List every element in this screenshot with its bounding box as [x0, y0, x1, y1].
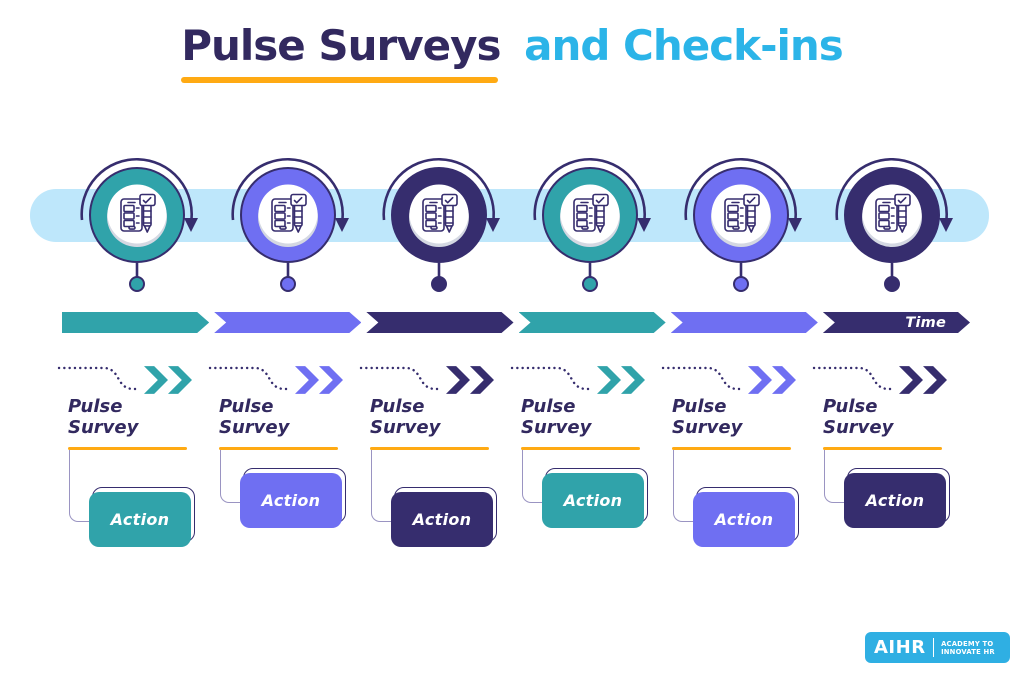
- mobile-survey-icon: [379, 153, 503, 295]
- aihr-logo: AIHR ACADEMY TO INNOVATE HR: [865, 632, 1010, 663]
- pulse-survey-label: Pulse Survey: [370, 396, 441, 438]
- dotted-arrow-icon: [208, 366, 343, 394]
- timeline-node-3: [379, 153, 503, 295]
- accent-underline: [219, 447, 338, 450]
- pulse-column-4: Pulse Survey Action: [510, 360, 666, 570]
- action-label: Action: [563, 491, 623, 510]
- connector-bracket: [824, 450, 847, 503]
- pulse-column-6: Pulse Survey Action: [812, 360, 968, 570]
- timeline-node-5: [681, 153, 805, 295]
- connector-bracket: [220, 450, 243, 503]
- action-label: Action: [110, 510, 170, 529]
- dotted-arrow-icon: [359, 366, 494, 394]
- timeline-node-4: [530, 153, 654, 295]
- title-secondary: and Check-ins: [524, 21, 844, 70]
- time-arrow-bar: Time: [62, 312, 970, 333]
- pulse-survey-label: Pulse Survey: [68, 396, 139, 438]
- pulse-survey-label: Pulse Survey: [219, 396, 290, 438]
- bar-segment-4: [519, 312, 666, 333]
- page-title: Pulse Surveys and Check-ins: [0, 22, 1024, 70]
- dotted-arrow-icon: [812, 366, 947, 394]
- bar-segment-1: [62, 312, 209, 333]
- pulse-column-2: Pulse Survey Action: [208, 360, 364, 570]
- mobile-survey-icon: [77, 153, 201, 295]
- accent-underline: [521, 447, 640, 450]
- action-button: Action: [240, 468, 346, 528]
- action-label: Action: [865, 491, 925, 510]
- pulse-survey-label: Pulse Survey: [521, 396, 592, 438]
- action-button: Action: [693, 487, 799, 547]
- dotted-arrow-icon: [510, 366, 645, 394]
- pulse-column-3: Pulse Survey Action: [359, 360, 515, 570]
- action-label: Action: [714, 510, 774, 529]
- tagline-line-2: INNOVATE HR: [941, 647, 995, 656]
- title-primary: Pulse Surveys: [181, 21, 501, 70]
- bar-segment-2: [214, 312, 361, 333]
- dotted-arrow-icon: [661, 366, 796, 394]
- connector-bracket: [522, 450, 545, 503]
- accent-underline: [370, 447, 489, 450]
- mobile-survey-icon: [530, 153, 654, 295]
- connector-bracket: [371, 450, 394, 522]
- accent-underline: [823, 447, 942, 450]
- bar-segment-6: Time: [823, 312, 970, 333]
- action-label: Action: [261, 491, 321, 510]
- action-button: Action: [89, 487, 195, 547]
- action-button: Action: [844, 468, 950, 528]
- bar-segment-5: [671, 312, 818, 333]
- mobile-survey-icon: [228, 153, 352, 295]
- survey-columns: Pulse Survey Action Pulse Survey Action: [57, 360, 968, 570]
- pulse-survey-label: Pulse Survey: [672, 396, 743, 438]
- timeline-node-2: [228, 153, 352, 295]
- action-label: Action: [412, 510, 472, 529]
- timeline-node-1: [77, 153, 201, 295]
- tagline-line-1: ACADEMY TO: [941, 639, 994, 648]
- accent-underline: [68, 447, 187, 450]
- accent-underline: [672, 447, 791, 450]
- connector-bracket: [69, 450, 92, 522]
- bar-segment-3: [366, 312, 513, 333]
- logo-text: AIHR: [874, 637, 926, 658]
- pulse-survey-label: Pulse Survey: [823, 396, 894, 438]
- pulse-column-5: Pulse Survey Action: [661, 360, 817, 570]
- logo-divider: [932, 638, 935, 657]
- timeline-node-6: [832, 153, 956, 295]
- time-label: Time: [905, 314, 947, 331]
- pulse-column-1: Pulse Survey Action: [57, 360, 213, 570]
- dotted-arrow-icon: [57, 366, 192, 394]
- mobile-survey-icon: [832, 153, 956, 295]
- mobile-survey-icon: [681, 153, 805, 295]
- connector-bracket: [673, 450, 696, 522]
- action-button: Action: [391, 487, 497, 547]
- action-button: Action: [542, 468, 648, 528]
- logo-tagline: ACADEMY TO INNOVATE HR: [941, 640, 995, 656]
